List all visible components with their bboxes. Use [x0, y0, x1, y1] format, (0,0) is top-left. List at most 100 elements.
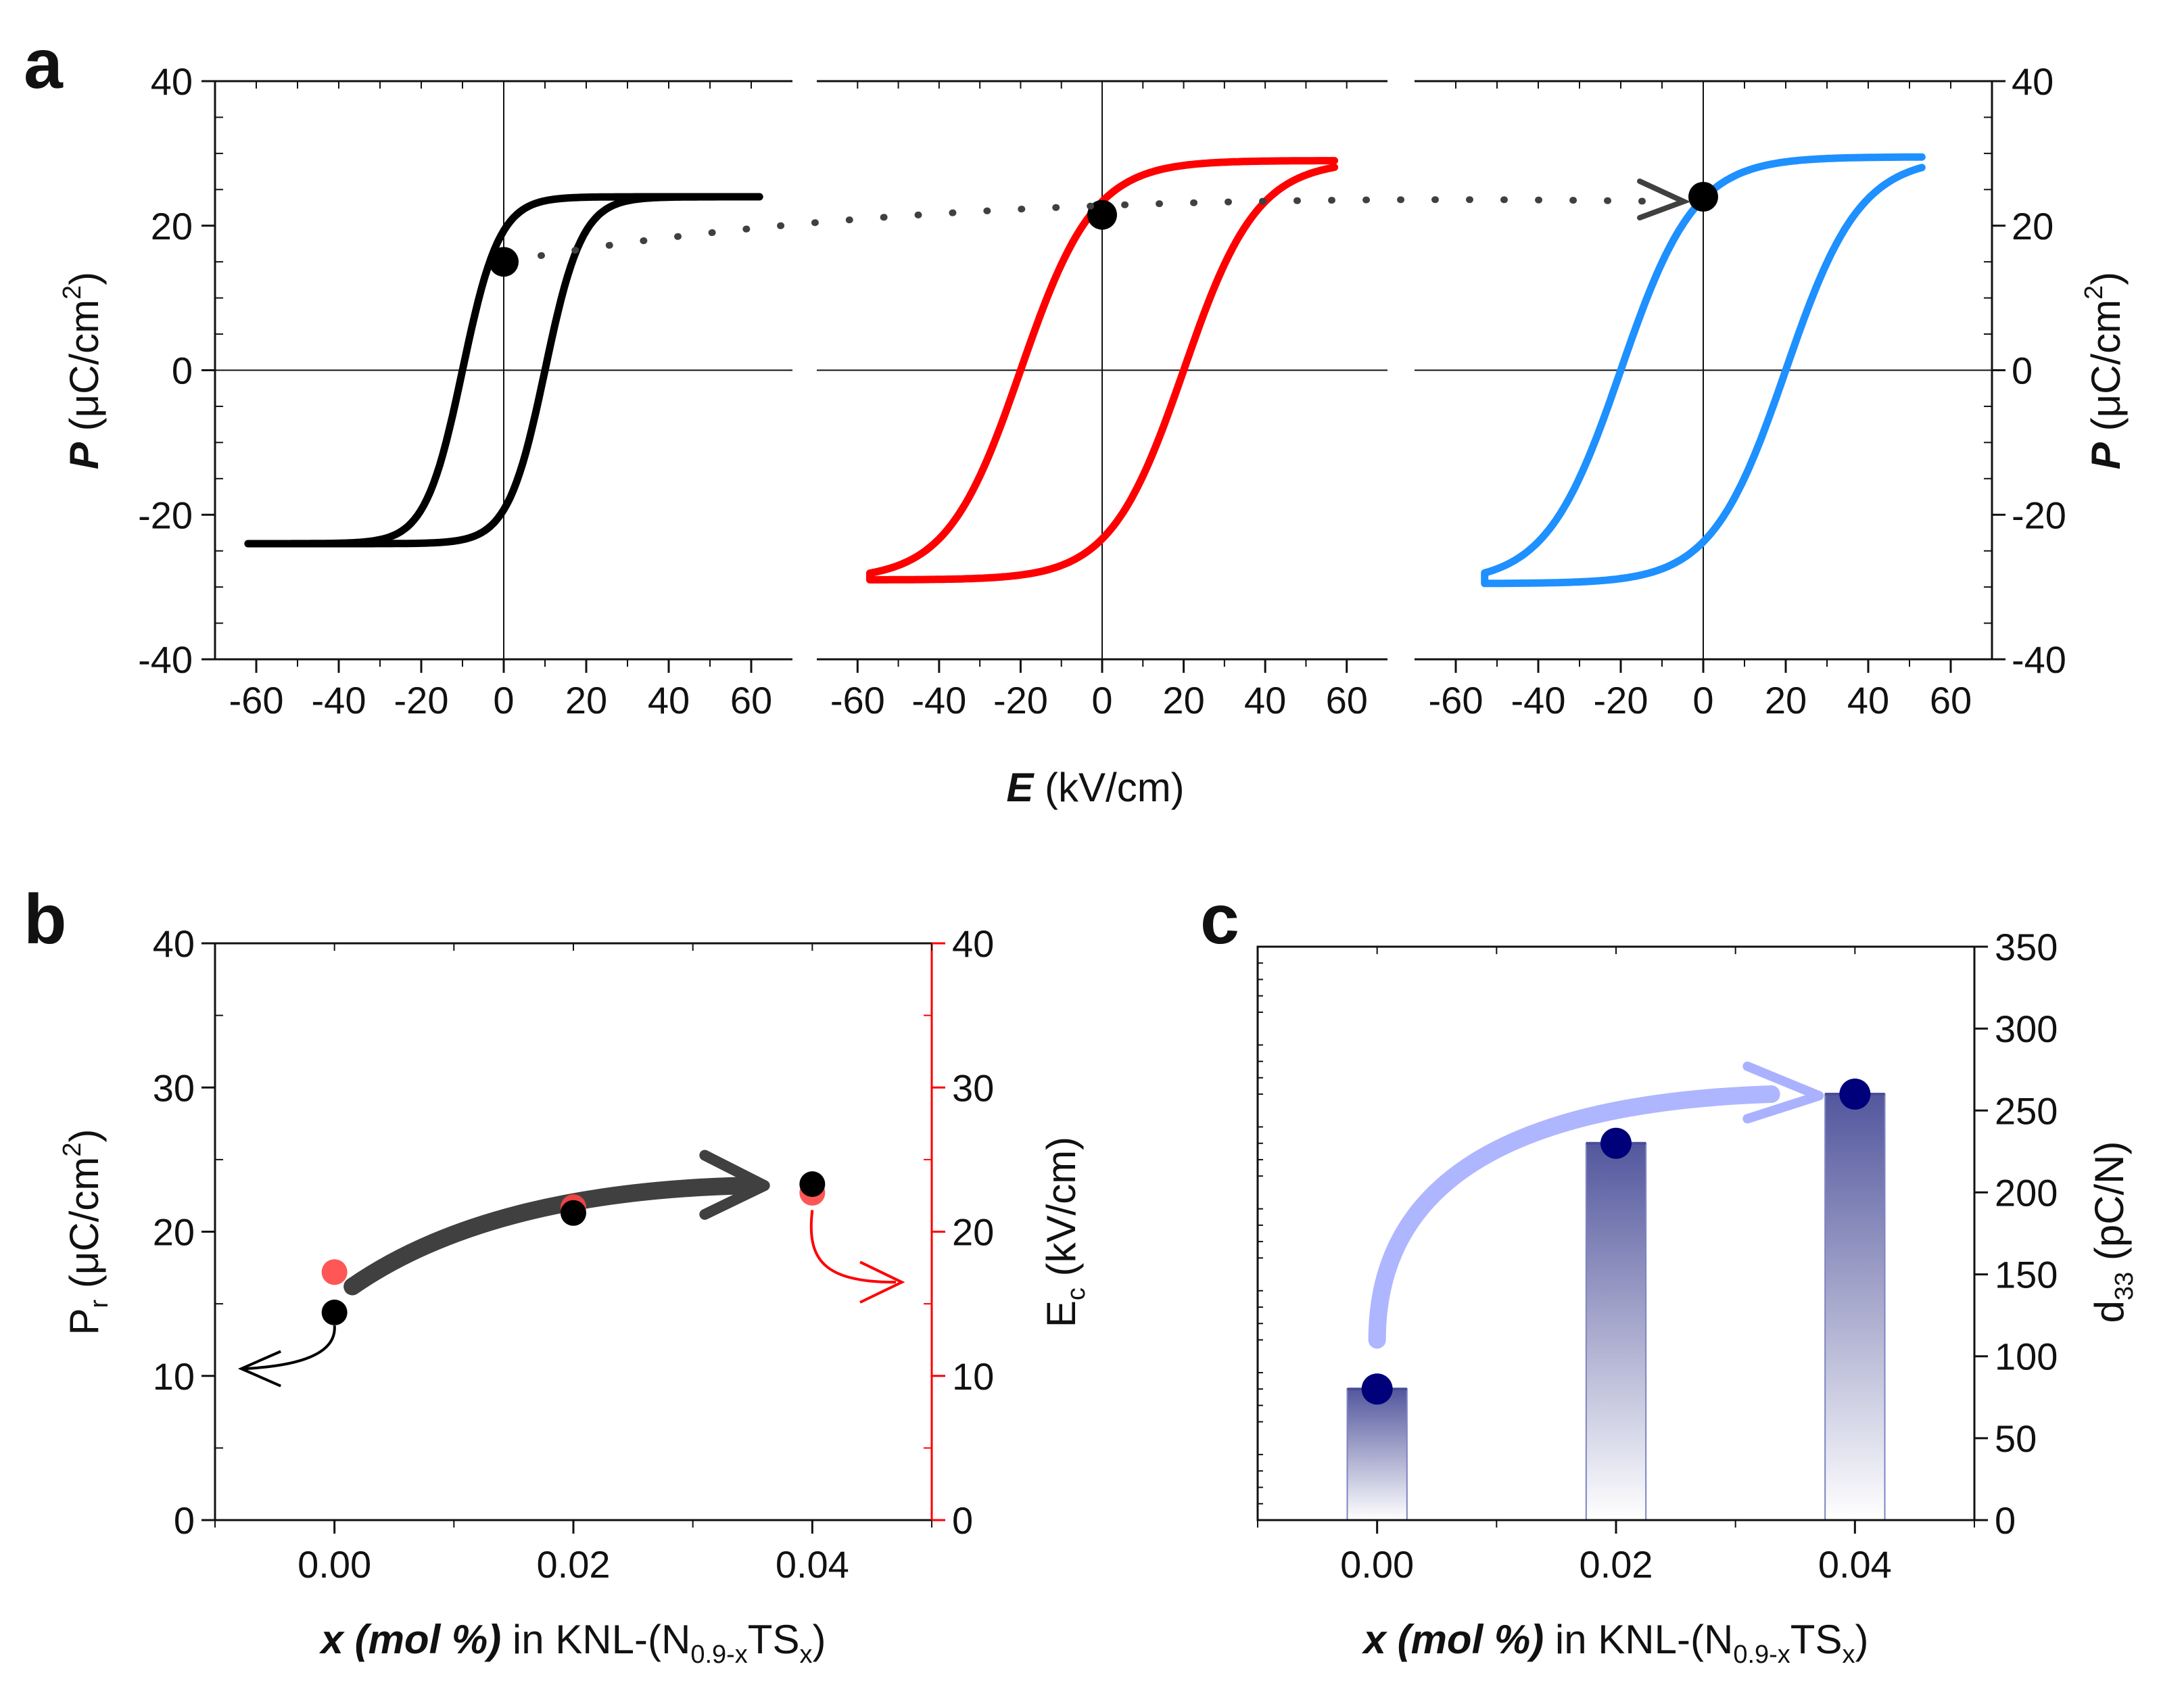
x-tick-label: 20	[565, 679, 607, 722]
y-tick-label: 200	[1995, 1171, 2058, 1214]
x-tick-label: 60	[1930, 679, 1972, 722]
y-tick-label: -20	[2012, 494, 2066, 536]
x-tick-label: 0.04	[776, 1543, 849, 1586]
y-tick-label: 0	[172, 350, 193, 392]
y-tick-label: 0	[1995, 1499, 2016, 1542]
ec-axis-indicator-head	[859, 1260, 905, 1304]
pr-axis-indicator-head	[237, 1350, 281, 1388]
y-tick-label: 100	[1995, 1335, 2058, 1378]
x-tick-label: 40	[1244, 679, 1286, 722]
y-tick-label: 20	[151, 205, 193, 247]
x-axis-title-a: E (kV/cm)	[1006, 765, 1184, 810]
y-right-tick-label: 0	[952, 1499, 973, 1542]
y-axis-title-c-right: d33 (pC/N)	[2087, 1141, 2139, 1323]
trend-arrow-shaft	[1368, 1085, 1780, 1349]
y-tick-label: 40	[151, 60, 193, 103]
y-right-tick-label: 40	[952, 922, 994, 965]
panel-label-b: b	[24, 880, 67, 959]
y-tick-label: -20	[138, 494, 193, 536]
y-tick-label: 40	[2012, 60, 2054, 103]
panel-a-left-axis: -40 -20 0 20 40	[138, 60, 223, 681]
x-tick-label: 0.00	[298, 1543, 371, 1586]
y-right-tick-label: 20	[952, 1211, 994, 1254]
panel-a-right-axis: -40 -20 0 20 40	[1984, 60, 2066, 681]
x-tick-label: -20	[993, 679, 1048, 722]
y-right-tick-label: 10	[952, 1355, 994, 1398]
y-tick-label: 50	[1995, 1417, 2037, 1460]
trend-arrow-shaft	[343, 1177, 756, 1296]
y-tick-label: 250	[1995, 1089, 2058, 1132]
x-tick-label: 0.02	[537, 1543, 611, 1586]
y-tick-label: 300	[1995, 1008, 2058, 1050]
x-tick-label: 40	[648, 679, 690, 722]
y-tick-label: -40	[2012, 638, 2066, 681]
y-tick-label: 20	[2012, 205, 2054, 247]
plot-frame	[214, 942, 933, 1521]
x-tick-label: -60	[1429, 679, 1483, 722]
remanent-polarization-marker	[1087, 199, 1117, 230]
panel-c-plot: 0.00 0.02 0.04 0 50 100 150 200 250 300 350	[1256, 926, 2058, 1586]
panel-a-trend-arrow	[538, 179, 1691, 259]
arrow-head	[1637, 179, 1691, 220]
panel-a-subplot-3: -60 -40 -20 0 20 40 60	[1415, 80, 1992, 722]
x-tick-label: 0	[493, 679, 514, 722]
trend-arrow-head	[1742, 1061, 1824, 1124]
x-tick-label: 0	[1692, 679, 1713, 722]
y-tick-label: 150	[1995, 1254, 2058, 1296]
y-right-tick-label: 30	[952, 1066, 994, 1109]
ec-axis-indicator	[809, 1210, 897, 1284]
dotted-trend-line	[538, 196, 1667, 259]
panel-b-plot: 0.00 0.02 0.04 0 0 10 10 20 20 30 30 40 40	[153, 922, 995, 1586]
hysteresis-loop	[244, 193, 763, 548]
y-tick-label: 0	[2012, 350, 2033, 392]
panel-a-subplot-2: -60 -40 -20 0 20 40 60	[817, 80, 1387, 722]
x-tick-label: 0.00	[1340, 1543, 1414, 1586]
remanent-polarization-marker	[489, 247, 519, 277]
pr-axis-indicator	[245, 1325, 336, 1371]
x-tick-label: 0.02	[1580, 1543, 1653, 1586]
x-tick-label: -40	[312, 679, 366, 722]
x-axis-title-b: x (mol %) in KNL-(N0.9-xTSx)	[319, 1617, 826, 1669]
ec-point	[321, 1259, 348, 1285]
x-tick-label: 40	[1847, 679, 1889, 722]
y-axis-title-b: Pr (μC/cm2)	[58, 1129, 114, 1335]
y-tick-label: 10	[153, 1355, 195, 1398]
d33-bar	[1824, 1093, 1886, 1521]
x-tick-label: -60	[229, 679, 284, 722]
x-tick-label: -60	[830, 679, 885, 722]
x-tick-label: -40	[1511, 679, 1566, 722]
y-tick-label: 30	[153, 1066, 195, 1109]
x-tick-label: 60	[730, 679, 772, 722]
x-tick-label: -40	[911, 679, 966, 722]
y-axis-title-b-right: Ec (kV/cm)	[1039, 1137, 1091, 1327]
y-tick-label: 20	[153, 1211, 195, 1254]
hysteresis-loop	[1481, 153, 1926, 588]
x-tick-label: -20	[1594, 679, 1648, 722]
panel-a-subplot-1: -60 -40 -20 0 20 40 60	[215, 80, 792, 722]
trend-arrow-head	[699, 1150, 770, 1220]
y-axis-title-a: P (μC/cm2)	[58, 272, 107, 469]
y-tick-label: -40	[138, 638, 193, 681]
y-tick-label: 350	[1995, 926, 2058, 968]
x-axis-title-c: x (mol %) in KNL-(N0.9-xTSx)	[1362, 1617, 1869, 1669]
y-tick-label: 0	[174, 1499, 195, 1542]
d33-point	[1600, 1127, 1632, 1159]
d33-bar	[1585, 1142, 1647, 1521]
pr-point	[799, 1171, 826, 1198]
panel-label-a: a	[24, 25, 64, 103]
x-tick-label: -20	[394, 679, 449, 722]
pr-point	[321, 1299, 348, 1325]
d33-bar	[1346, 1388, 1408, 1521]
x-tick-label: 0	[1091, 679, 1112, 722]
d33-point	[1839, 1079, 1871, 1110]
x-tick-label: 20	[1162, 679, 1204, 722]
x-tick-label: 20	[1765, 679, 1807, 722]
y-tick-label: 40	[153, 922, 195, 965]
pr-point	[561, 1200, 586, 1226]
y-axis-title-a-right: P (μC/cm2)	[2080, 272, 2129, 469]
x-tick-label: 60	[1326, 679, 1368, 722]
x-tick-label: 0.04	[1818, 1543, 1892, 1586]
d33-point	[1361, 1373, 1393, 1405]
remanent-polarization-marker	[1688, 182, 1718, 212]
